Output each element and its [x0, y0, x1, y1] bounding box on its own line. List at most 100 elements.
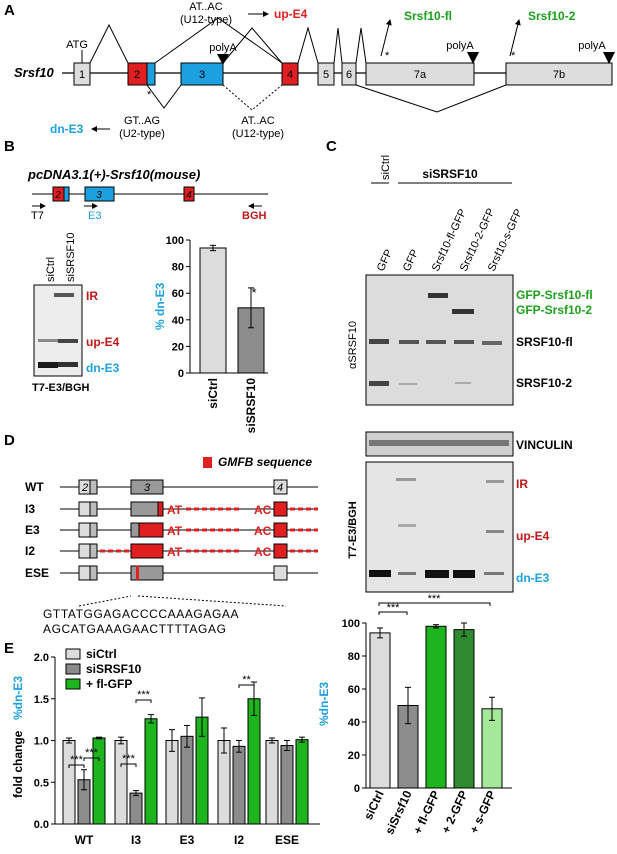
- d-row-label-1: I3: [25, 502, 35, 516]
- c-band-fl-2: [399, 340, 419, 344]
- b-lane-sisrsf10: siSRSF10: [65, 232, 77, 282]
- c-band-fl-4: [454, 340, 474, 344]
- chart-e-xlabel-2: E3: [180, 833, 195, 847]
- b-band-dne3-si: [58, 362, 78, 367]
- t7-label: T7: [31, 210, 44, 222]
- b-exon-4: [183, 186, 195, 202]
- panel-d-minigenes: GMFB sequence WT 2 3 4 I3 AT AC E3 AT AC I2 AT AC ESE…: [25, 455, 318, 636]
- y-tick-label: 0.5: [34, 777, 49, 789]
- b-exon-2-label: 2: [54, 190, 61, 201]
- splice-6-7a: [355, 27, 367, 64]
- c-group-si: siSRSF10: [422, 167, 478, 181]
- chart-e-bracket-4: [238, 684, 255, 688]
- c-antibody: αSRSF10: [347, 321, 359, 369]
- c-pcr-label: T7-E3/BGH: [347, 501, 359, 559]
- y-tick-label: 60: [172, 288, 184, 300]
- y-tick-label: 0: [178, 368, 184, 380]
- c-band-2-2: [399, 383, 417, 385]
- exon-7b: [505, 62, 613, 86]
- d-ac-3: AC: [254, 545, 272, 559]
- construct-name: pcDNA3.1(+)-Srsf10(mouse): [27, 167, 200, 182]
- polya-2-label: polyA: [446, 40, 474, 52]
- panel-d-label: D: [4, 432, 15, 449]
- exon-7a: [365, 62, 475, 86]
- chart-e-bar-3-2: [247, 698, 261, 825]
- c-band-2-1: [369, 381, 389, 386]
- exon-3: [180, 62, 224, 86]
- chart-b-xlabel-0: siCtrl: [206, 378, 220, 409]
- gt-ag-star: *: [147, 89, 152, 101]
- atg-label: ATG: [66, 39, 88, 51]
- chart-b-sig: *: [251, 285, 256, 300]
- d-ac-2: AC: [254, 524, 272, 538]
- chart-e-bracket-2: [120, 763, 137, 767]
- b-band-ir-si: [54, 293, 74, 297]
- chart-c-bar-0: [369, 632, 391, 789]
- splice-3-4: [222, 27, 283, 64]
- gt-ag-1: GT..AG: [124, 115, 160, 127]
- at-ac-top-2: (U12-type): [180, 14, 232, 26]
- d-ac-1: AC: [254, 503, 272, 517]
- c-label-2: SRSF10-2: [516, 376, 572, 390]
- e-legend-1: siSRSF10: [86, 662, 142, 676]
- d-exon3-1: [130, 501, 159, 517]
- c-band-gfp-2: [452, 309, 474, 314]
- d-exon2b-0: [89, 479, 98, 495]
- at-ac-bot-1: AT..AC: [241, 115, 274, 127]
- chart-e-bracket-1: [83, 757, 100, 761]
- b-band-ir-label: IR: [86, 289, 98, 303]
- d-exon4-0: [273, 479, 288, 495]
- chart-c-ylabel: %dn-E3: [317, 682, 331, 726]
- c-band-fl-1: [369, 339, 389, 344]
- splice-5-6: [333, 27, 343, 64]
- exon-7b-label: 7b: [553, 69, 565, 81]
- d-exon2b-3: [89, 543, 98, 559]
- fl-star: *: [385, 50, 390, 62]
- d-ese-mark: [136, 566, 139, 580]
- chart-c-sig2: ***: [428, 593, 442, 605]
- c-label-gfp-2: GFP-Srsf10-2: [516, 303, 592, 317]
- b-exon-3: [84, 186, 115, 202]
- y-tick-label: 0: [354, 783, 360, 795]
- b-band-dne3-label: dn-E3: [86, 361, 120, 375]
- y-tick-label: 20: [172, 341, 184, 353]
- c-lane-1: GFP: [401, 248, 421, 274]
- chart-b-bar-0: [199, 247, 227, 374]
- panel-e-label: E: [4, 640, 15, 657]
- chart-e-sig-1: ***: [85, 747, 99, 759]
- chart-e-sig-4: **: [242, 674, 251, 686]
- exon-4: [281, 62, 299, 86]
- chart-e-bracket-3: [135, 699, 152, 703]
- chart-e-bar-4-0: [265, 740, 279, 825]
- chart-e-bar-4-2: [295, 739, 309, 825]
- up-e4-label: up-E4: [274, 7, 308, 21]
- y-tick-label: 80: [172, 262, 184, 274]
- d-exon4-3: [273, 543, 288, 559]
- b-exon-4-label: 4: [186, 190, 192, 201]
- exon-5: [317, 62, 335, 86]
- srsf10-2-arrow: [509, 19, 521, 57]
- chart-e-sig-2: ***: [122, 753, 136, 765]
- e-legend-swatch-0: [65, 648, 81, 660]
- b-exon-3-label: 3: [96, 190, 102, 201]
- gene-name: Srsf10: [14, 65, 55, 80]
- c-band-fl-5: [482, 341, 502, 345]
- chart-e-bar-1-2: [144, 718, 158, 825]
- panel-b-construct: pcDNA3.1(+)-Srsf10(mouse) 2 3 4 T7 E3 BG…: [27, 167, 268, 394]
- srsf10-2-star: *: [511, 50, 516, 62]
- chart-c-bar-3: [453, 629, 475, 789]
- chart-e-bracket-0: [68, 764, 85, 768]
- splice-1-2: [89, 23, 129, 64]
- e-legend-2: + fl-GFP: [86, 677, 132, 691]
- d-exon4-4: [273, 565, 288, 581]
- d-row-label-2: E3: [25, 523, 40, 537]
- d-exon-4-label: 4: [277, 482, 283, 494]
- panel-b-label: B: [4, 138, 15, 155]
- b-gel: [33, 284, 83, 377]
- y-tick-label: 1.0: [34, 736, 49, 748]
- d-exon2a-1: [78, 501, 91, 517]
- chart-e-xlabel-1: I3: [131, 833, 141, 847]
- srsf10-fl-label: Srsf10-fl: [404, 9, 452, 23]
- chart-e-xlabel-3: I2: [234, 833, 244, 847]
- chart-b-xlabel-1: siSRSF10: [244, 378, 258, 434]
